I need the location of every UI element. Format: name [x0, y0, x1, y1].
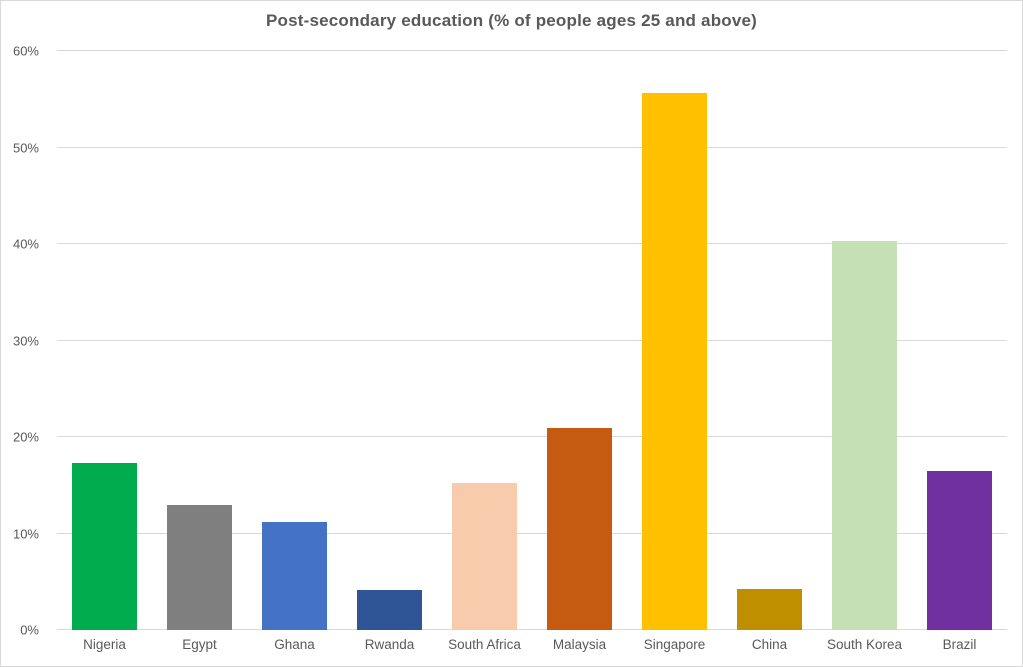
plot-area — [57, 50, 1007, 630]
bar-brazil — [927, 470, 992, 630]
bar-egypt — [167, 504, 232, 630]
x-tick-label: China — [751, 637, 788, 652]
x-tick-label: Rwanda — [364, 637, 415, 652]
bar-malaysia — [547, 428, 612, 630]
y-tick-label: 50% — [12, 140, 39, 155]
x-tick-label: Ghana — [274, 637, 315, 652]
y-tick-label: 40% — [12, 236, 39, 252]
gridline — [57, 50, 1007, 51]
gridline — [57, 243, 1007, 244]
chart-title: Post-secondary education (% of people ag… — [265, 11, 758, 30]
bar-slot — [342, 51, 437, 630]
x-tick-label: Egypt — [182, 637, 217, 652]
y-tick-label: 10% — [12, 526, 39, 541]
x-axis-line — [57, 629, 1007, 630]
x-tick-label: Singapore — [643, 637, 706, 652]
bar-slot — [912, 51, 1007, 630]
bar-slot — [437, 51, 532, 630]
bars — [57, 51, 1007, 630]
bar-slot — [57, 51, 152, 630]
bar-slot — [532, 51, 627, 630]
x-tick-label: Nigeria — [83, 637, 126, 652]
gridline — [57, 146, 1007, 148]
bar-slot — [152, 51, 247, 630]
x-tick-label: Brazil — [942, 637, 977, 652]
bar-slot — [627, 51, 722, 630]
gridline — [57, 339, 1007, 341]
bar-slot — [817, 51, 912, 630]
x-tick-label: South Africa — [448, 637, 521, 652]
bar-south-korea — [832, 241, 897, 630]
bar-singapore — [642, 92, 707, 630]
bar-slot — [722, 51, 817, 630]
y-tick-label: 0% — [20, 622, 39, 638]
bar-rwanda — [357, 590, 422, 630]
y-axis: 0% 10% 20% 30% 40% 50% 60% — [1, 44, 47, 638]
bar-china — [737, 588, 802, 630]
x-tick-label: South Korea — [826, 637, 903, 652]
gridline — [57, 436, 1007, 437]
bar-nigeria — [72, 463, 137, 630]
bar-ghana — [262, 521, 327, 630]
y-tick-label: 60% — [12, 43, 39, 59]
x-tick-label: Malaysia — [552, 637, 607, 652]
bar-slot — [247, 51, 342, 630]
x-axis: Nigeria Egypt Ghana Rwanda South Africa Malay… — [57, 637, 1007, 652]
gridlines — [57, 50, 1007, 630]
gridline — [57, 532, 1007, 534]
y-tick-label: 30% — [12, 333, 39, 348]
y-tick-label: 20% — [12, 429, 39, 445]
bar-south-africa — [452, 483, 517, 630]
